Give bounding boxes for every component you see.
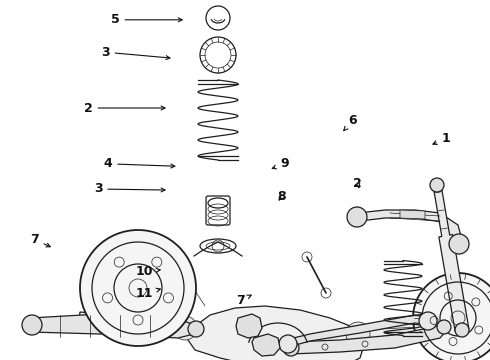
Polygon shape xyxy=(285,323,447,354)
Polygon shape xyxy=(400,210,425,219)
Circle shape xyxy=(419,312,437,330)
Circle shape xyxy=(413,273,490,360)
Text: 6: 6 xyxy=(343,114,357,131)
Polygon shape xyxy=(285,315,428,348)
Polygon shape xyxy=(78,312,195,336)
Circle shape xyxy=(346,322,370,346)
Text: 3: 3 xyxy=(94,183,165,195)
Text: 3: 3 xyxy=(101,46,170,59)
Text: 2: 2 xyxy=(353,177,362,190)
Circle shape xyxy=(80,230,196,346)
Text: 7: 7 xyxy=(30,233,50,247)
Circle shape xyxy=(430,178,444,192)
Polygon shape xyxy=(188,306,365,360)
Text: 1: 1 xyxy=(433,132,450,145)
Circle shape xyxy=(22,315,42,335)
Circle shape xyxy=(283,340,299,356)
Polygon shape xyxy=(355,318,432,340)
Polygon shape xyxy=(30,314,198,338)
Circle shape xyxy=(279,335,297,353)
Text: 9: 9 xyxy=(272,157,289,170)
Text: 2: 2 xyxy=(84,102,165,114)
Polygon shape xyxy=(252,334,280,356)
Text: 11: 11 xyxy=(136,287,160,300)
Text: 7: 7 xyxy=(236,294,251,307)
Text: 8: 8 xyxy=(277,190,286,203)
Polygon shape xyxy=(355,210,462,248)
Circle shape xyxy=(173,316,197,340)
Text: 4: 4 xyxy=(103,157,175,170)
Text: 5: 5 xyxy=(111,13,182,26)
Text: 10: 10 xyxy=(136,265,160,278)
Circle shape xyxy=(188,321,204,337)
Polygon shape xyxy=(433,184,469,331)
Circle shape xyxy=(449,234,469,254)
Circle shape xyxy=(347,207,367,227)
Circle shape xyxy=(437,320,451,334)
Polygon shape xyxy=(236,314,262,338)
Circle shape xyxy=(455,323,469,337)
